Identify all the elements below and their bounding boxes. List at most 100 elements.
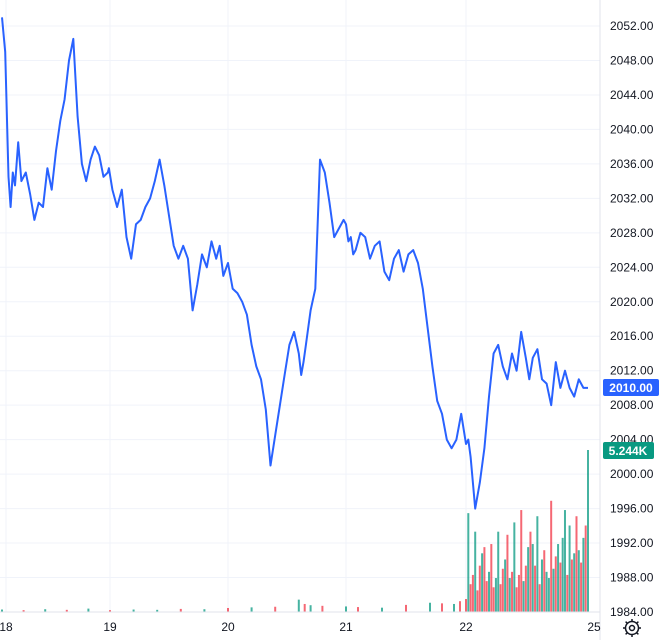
volume-bar	[524, 565, 527, 612]
y-tick-label: 2008.00	[610, 398, 654, 412]
volume-bar	[483, 547, 486, 612]
volume-bar	[303, 603, 306, 612]
volume-bar	[577, 550, 580, 612]
y-tick-label: 1984.00	[610, 605, 654, 619]
volume-bar	[494, 578, 497, 612]
volume-bar	[557, 544, 560, 612]
volume-bar	[179, 608, 182, 612]
volume-bar	[132, 609, 135, 612]
volume-bar	[554, 556, 557, 612]
volume-bar	[492, 587, 495, 612]
last-price-label: 2010.00	[609, 381, 653, 395]
volume-bar	[501, 568, 504, 612]
volume-bars	[1, 450, 589, 612]
volume-bar	[506, 534, 509, 612]
volume-bar	[227, 607, 229, 612]
y-tick-label: 2044.00	[610, 88, 654, 102]
volume-bar	[490, 544, 493, 612]
volume-bar	[547, 578, 550, 612]
volume-bar	[297, 599, 300, 612]
volume-bar	[584, 525, 587, 612]
volume-bar	[538, 584, 541, 612]
volume-bar	[476, 590, 479, 612]
volume-bar	[508, 578, 511, 612]
volume-bar	[357, 607, 359, 612]
y-tick-label: 2048.00	[610, 53, 654, 67]
y-tick-label: 2032.00	[610, 191, 654, 205]
volume-bar	[22, 610, 25, 612]
volume-bar	[203, 609, 206, 612]
volume-bar	[517, 574, 520, 612]
volume-bar	[511, 571, 514, 612]
volume-bar	[540, 559, 543, 612]
volume-bar	[156, 609, 159, 612]
volume-bar	[481, 553, 484, 612]
volume-bar	[485, 581, 488, 612]
y-axis[interactable]: 2052.00 2048.00 2044.00 2040.00 2036.00 2032.…	[610, 19, 654, 619]
volume-bar	[536, 516, 539, 612]
x-tick-label: 19	[103, 620, 117, 634]
volume-bar	[529, 531, 532, 612]
price-line	[1, 17, 588, 510]
volume-bar	[87, 608, 90, 612]
volume-bar	[471, 574, 474, 612]
volume-bar	[321, 605, 324, 612]
y-tick-label: 2040.00	[610, 122, 654, 136]
volume-bar	[274, 606, 277, 612]
volume-bar	[504, 559, 507, 612]
grid	[0, 0, 600, 613]
volume-bar	[552, 568, 555, 612]
last-price-badge: 2010.00	[603, 379, 659, 396]
volume-bar	[573, 553, 576, 612]
volume-bar	[453, 603, 455, 612]
settings-gear-icon[interactable]	[623, 619, 641, 637]
volume-bar	[515, 587, 518, 612]
y-tick-label: 2024.00	[610, 260, 654, 274]
volume-bar	[488, 571, 491, 612]
volume-bar	[497, 531, 500, 612]
volume-bar	[469, 584, 472, 612]
volume-bar	[531, 544, 534, 612]
volume-bar	[309, 605, 312, 612]
y-tick-label: 2012.00	[610, 364, 654, 378]
volume-bar	[527, 547, 530, 612]
volume-bar	[570, 559, 573, 612]
y-tick-label: 2020.00	[610, 295, 654, 309]
volume-bar	[44, 609, 47, 612]
last-volume-label: 5.244K	[609, 444, 648, 458]
y-tick-label: 2016.00	[610, 329, 654, 343]
volume-bar	[545, 571, 548, 612]
volume-bar	[474, 531, 477, 612]
volume-bar	[566, 574, 569, 612]
volume-bar	[65, 609, 68, 612]
volume-bar	[381, 607, 383, 612]
x-tick-label: 22	[459, 620, 473, 634]
volume-bar	[499, 584, 502, 612]
volume-bar	[345, 606, 347, 612]
x-axis[interactable]: 18 19 20 21 22 25	[0, 620, 601, 634]
y-tick-label: 1996.00	[610, 502, 654, 516]
volume-bar	[441, 603, 443, 612]
volume-bar	[543, 550, 546, 612]
x-tick-label: 18	[0, 620, 13, 634]
x-tick-label: 20	[221, 620, 235, 634]
volume-bar	[582, 537, 585, 612]
volume-bar	[561, 537, 564, 612]
volume-bar	[459, 601, 461, 612]
volume-bar	[478, 565, 481, 612]
volume-bar	[109, 610, 111, 612]
volume-bar	[1, 609, 3, 612]
volume-bar	[568, 525, 571, 612]
volume-bar	[575, 516, 578, 612]
y-tick-label: 1992.00	[610, 536, 654, 550]
volume-bar	[550, 500, 553, 612]
volume-bar	[534, 565, 537, 612]
volume-bar	[513, 522, 516, 612]
volume-bar	[559, 562, 562, 612]
y-tick-label: 2028.00	[610, 226, 654, 240]
y-tick-label: 1988.00	[610, 571, 654, 585]
volume-bar	[520, 510, 523, 612]
volume-bar	[563, 510, 566, 612]
volume-bar	[467, 513, 470, 612]
